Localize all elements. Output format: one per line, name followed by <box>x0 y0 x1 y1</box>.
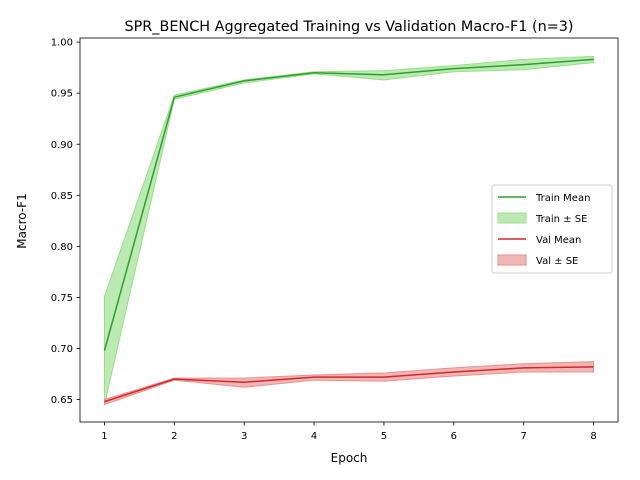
x-tick-label: 7 <box>520 431 526 442</box>
x-tick-label: 2 <box>171 431 177 442</box>
legend-label: Train Mean <box>535 193 590 204</box>
chart-title: SPR_BENCH Aggregated Training vs Validat… <box>124 19 573 35</box>
legend: Train Mean Train ± SE Val Mean Val ± SE <box>491 184 613 274</box>
y-tick-label: 0.90 <box>51 140 73 151</box>
y-tick-label: 0.70 <box>51 344 73 355</box>
plot-area <box>79 37 619 423</box>
x-axis: 1 2 3 4 5 6 7 8 <box>101 422 597 442</box>
x-tick-label: 8 <box>590 431 596 442</box>
axes-frame <box>79 37 619 423</box>
se-band-1 <box>104 361 594 406</box>
legend-label: Train ± SE <box>535 214 587 225</box>
y-tick-label: 0.85 <box>51 191 73 202</box>
y-axis-label: Macro-F1 <box>15 193 29 248</box>
x-tick-label: 6 <box>451 431 457 442</box>
legend-label: Val Mean <box>536 235 581 246</box>
y-axis: 0.65 0.70 0.75 0.80 0.85 0.90 0.95 1.00 <box>51 38 80 406</box>
x-tick-label: 3 <box>241 431 247 442</box>
y-tick-label: 0.65 <box>51 395 73 406</box>
x-axis-label: Epoch <box>331 451 368 465</box>
y-tick-label: 0.80 <box>51 242 73 253</box>
legend-band-swatch <box>497 212 527 224</box>
y-tick-label: 0.95 <box>51 89 73 100</box>
mean-line-1 <box>104 366 594 403</box>
y-tick-label: 0.75 <box>51 293 73 304</box>
se-band-0 <box>104 55 594 405</box>
legend-label: Val ± SE <box>536 256 578 267</box>
legend-band-swatch <box>497 254 527 266</box>
mean-line-0 <box>103 58 594 351</box>
x-tick-label: 1 <box>101 431 107 442</box>
y-tick-label: 1.00 <box>51 38 73 49</box>
x-tick-label: 5 <box>381 431 387 442</box>
x-tick-label: 4 <box>311 431 317 442</box>
legend-box <box>491 184 613 274</box>
